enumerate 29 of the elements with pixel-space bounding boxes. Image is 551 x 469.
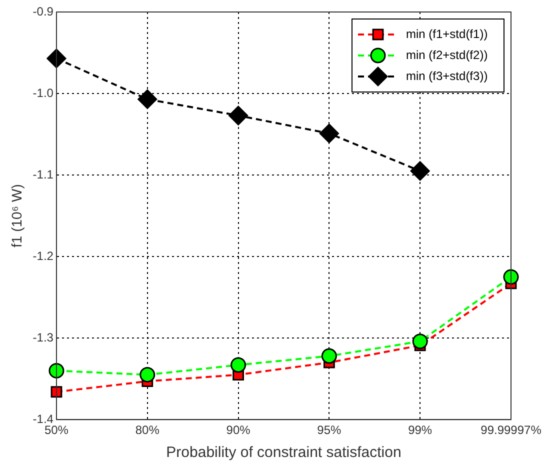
- y-tick-label: -1.2: [32, 248, 54, 263]
- point: [503, 269, 519, 285]
- point: [46, 48, 66, 68]
- y-tick-label: -1.3: [32, 330, 54, 344]
- point: [230, 357, 246, 373]
- x-tick-label: 95%: [317, 423, 342, 438]
- legend-label: min (f3+std(f3)): [406, 68, 488, 83]
- point: [319, 124, 339, 144]
- x-tick-label: 99%: [408, 423, 432, 438]
- legend-label: min (f2+std(f2)): [406, 48, 488, 62]
- y-tick-label: -1.4: [32, 412, 54, 426]
- x-tick-label: 99.99997%: [480, 423, 542, 438]
- point: [412, 334, 428, 350]
- y-axis-title: f1 (10⁶ W): [8, 184, 24, 248]
- y-tick-label: -0.9: [32, 4, 54, 18]
- point: [228, 106, 248, 126]
- y-tick-label: -1.1: [32, 167, 54, 182]
- point: [410, 161, 430, 181]
- point: [321, 348, 337, 364]
- legend-label: min (f1+std(f1)): [406, 26, 488, 41]
- x-tick-label: 90%: [226, 423, 251, 438]
- point: [50, 386, 62, 398]
- point: [48, 362, 64, 378]
- point: [138, 89, 158, 109]
- point: [140, 367, 156, 383]
- x-axis-title: Probability of constraint satisfaction: [166, 444, 402, 462]
- x-tick-label: 50%: [44, 423, 69, 438]
- x-tick-label: 80%: [135, 423, 160, 438]
- y-tick-label: -1.0: [32, 86, 54, 100]
